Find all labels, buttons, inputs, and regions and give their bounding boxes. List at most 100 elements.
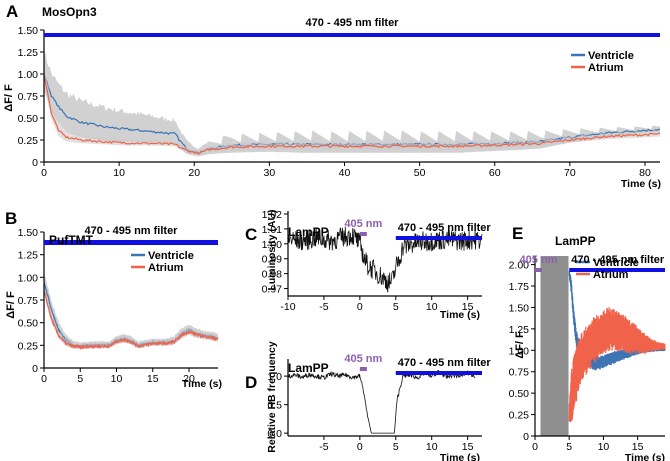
y-tick-label: 0 bbox=[523, 431, 529, 443]
y-tick-label: 0.5 bbox=[267, 400, 282, 412]
stim-405nm-bar bbox=[359, 232, 367, 236]
filter-bar bbox=[569, 268, 665, 272]
y-tick-label: 0.50 bbox=[18, 318, 39, 330]
panel-c bbox=[284, 211, 483, 300]
x-tick-label: 15 bbox=[462, 441, 474, 453]
x-tick-label: 20 bbox=[188, 167, 200, 179]
y-tick-label: 1.00 bbox=[509, 345, 530, 357]
panel-title: MosOpn3 bbox=[42, 5, 97, 19]
y-axis-title: ΔF/ F bbox=[5, 291, 17, 319]
legend-label-ventricle: Ventricle bbox=[593, 257, 639, 269]
dark-period-block bbox=[540, 256, 569, 436]
x-tick-label: 70 bbox=[564, 167, 576, 179]
x-tick-label: 10 bbox=[598, 441, 610, 453]
y-axis-title: ΔF/ F bbox=[514, 331, 526, 359]
filter-bar-label: 470 - 495 nm filter bbox=[306, 17, 400, 29]
x-tick-label: 30 bbox=[264, 167, 276, 179]
panel-title: LamPP bbox=[288, 225, 329, 239]
y-tick-label: 1.01 bbox=[262, 224, 283, 236]
y-tick-label: 1.50 bbox=[18, 25, 39, 37]
legend-label-atrium: Atrium bbox=[148, 262, 184, 274]
panel-title: LamPP bbox=[555, 234, 596, 248]
x-tick-label: 80 bbox=[639, 167, 651, 179]
y-tick-label: 0.75 bbox=[18, 91, 39, 103]
y-tick-label: 0.98 bbox=[262, 269, 283, 281]
y-tick-label: 1.25 bbox=[509, 324, 530, 336]
y-tick-label: 0.75 bbox=[18, 295, 39, 307]
x-tick-label: 5 bbox=[393, 441, 399, 453]
stim-405nm-bar bbox=[359, 367, 367, 371]
y-tick-label: 1.25 bbox=[18, 250, 39, 262]
y-tick-label: 1.50 bbox=[509, 302, 530, 314]
y-tick-label: 1.00 bbox=[262, 239, 283, 251]
x-axis-title: Time (s) bbox=[440, 452, 480, 461]
x-tick-label: 5 bbox=[566, 441, 572, 453]
y-tick-label: 0.0 bbox=[267, 428, 282, 440]
legend-label-ventricle: Ventricle bbox=[148, 250, 194, 262]
x-tick-label: -5 bbox=[319, 301, 328, 313]
y-tick-label: 0.25 bbox=[509, 410, 530, 422]
x-tick-label: -5 bbox=[319, 441, 328, 453]
x-tick-label: 10 bbox=[426, 301, 438, 313]
series-line-atrium bbox=[43, 290, 219, 351]
y-tick-label: 1.75 bbox=[509, 281, 530, 293]
stim-405nm-bar bbox=[535, 268, 542, 272]
y-tick-label: 0 bbox=[32, 157, 38, 169]
panel-d bbox=[284, 359, 482, 440]
panel-label: C bbox=[245, 225, 257, 244]
y-tick-label: 0.75 bbox=[509, 367, 530, 379]
y-axis-title: Luminosity (AU) bbox=[266, 209, 278, 290]
y-tick-label: 2.00 bbox=[509, 260, 530, 272]
x-tick-label: 0 bbox=[357, 301, 363, 313]
x-tick-label: 60 bbox=[489, 167, 501, 179]
panel-a bbox=[40, 29, 661, 166]
x-tick-label: 5 bbox=[393, 301, 399, 313]
x-tick-label: 40 bbox=[339, 167, 351, 179]
panel-e bbox=[531, 256, 666, 440]
filter-bar-label: 470 - 495 nm filter bbox=[398, 222, 492, 234]
y-tick-label: 0.25 bbox=[18, 340, 39, 352]
y-tick-label: 0.50 bbox=[509, 388, 530, 400]
x-axis-title: Time (s) bbox=[625, 452, 665, 461]
y-tick-label: 0.97 bbox=[262, 284, 283, 296]
y-tick-label: 0 bbox=[32, 363, 38, 375]
x-axis-title: Time (s) bbox=[182, 378, 222, 390]
panel-title: PufTMT bbox=[49, 233, 94, 247]
x-tick-label: 15 bbox=[462, 301, 474, 313]
y-tick-label: 1.0 bbox=[267, 371, 282, 383]
panel-title: LamPP bbox=[288, 361, 329, 375]
legend-label-ventricle: Ventricle bbox=[588, 50, 634, 62]
error-band-ventricle bbox=[44, 52, 660, 157]
y-axis-title: ΔF/ F bbox=[3, 84, 15, 112]
stim-405nm-label: 405 nm bbox=[344, 353, 382, 365]
y-tick-label: 1.02 bbox=[262, 209, 283, 221]
stim-405nm-label: 405 nm bbox=[344, 218, 382, 230]
x-tick-label: 0 bbox=[41, 167, 47, 179]
x-tick-label: 50 bbox=[414, 167, 426, 179]
filter-bar-label: 470 - 495 nm filter bbox=[85, 225, 179, 237]
legend-label-atrium: Atrium bbox=[588, 62, 624, 74]
x-tick-label: 0 bbox=[532, 441, 538, 453]
x-tick-label: 10 bbox=[113, 167, 125, 179]
x-tick-label: 5 bbox=[77, 373, 83, 385]
x-tick-label: 15 bbox=[147, 373, 159, 385]
x-tick-label: 10 bbox=[111, 373, 123, 385]
x-tick-label: 0 bbox=[357, 441, 363, 453]
x-axis-title: Time (s) bbox=[440, 309, 480, 321]
x-tick-label: -10 bbox=[280, 301, 295, 313]
panel-label: B bbox=[5, 209, 17, 228]
y-tick-label: 1.25 bbox=[18, 47, 39, 59]
series-line-atrium bbox=[43, 74, 661, 155]
filter-bar bbox=[395, 236, 482, 240]
filter-bar-label: 470 - 495 nm filter bbox=[571, 254, 665, 266]
y-tick-label: 0.50 bbox=[18, 113, 39, 125]
filter-bar bbox=[44, 33, 660, 37]
x-tick-label: 15 bbox=[632, 441, 644, 453]
x-tick-label: 0 bbox=[41, 373, 47, 385]
panel-label: D bbox=[245, 373, 257, 392]
y-tick-label: 0.99 bbox=[262, 254, 283, 266]
filter-bar bbox=[395, 371, 482, 375]
stim-405nm-label: 405 nm bbox=[520, 254, 558, 266]
panel-label: A bbox=[6, 2, 18, 21]
